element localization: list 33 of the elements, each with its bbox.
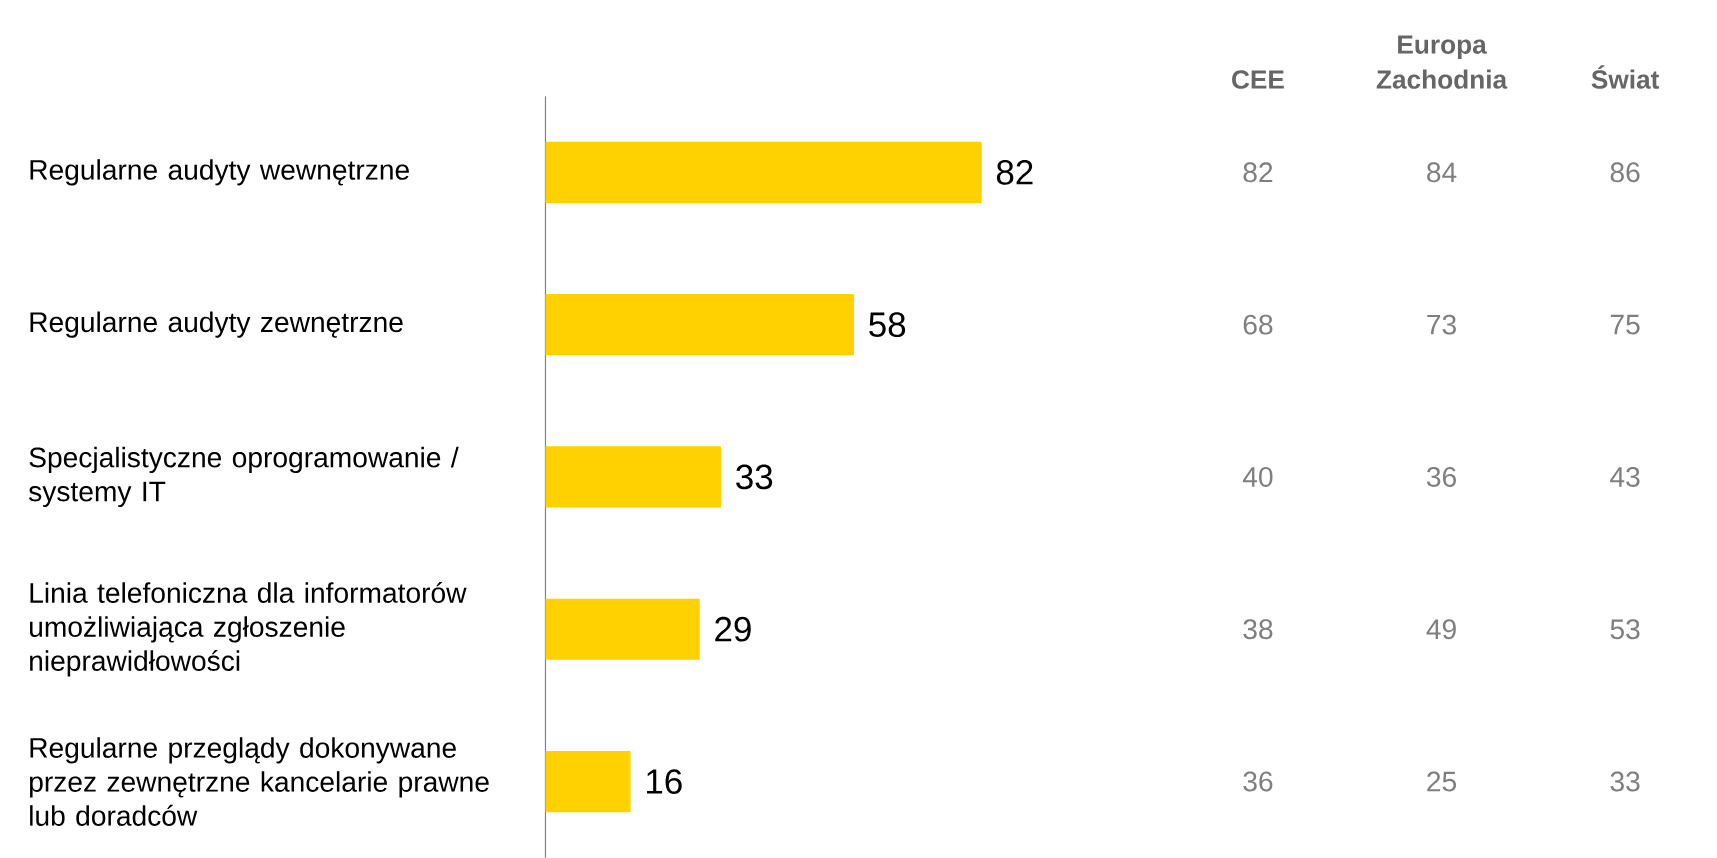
data-label: 58 xyxy=(869,312,906,337)
data-label: 40 xyxy=(1242,466,1273,487)
y-tick-label: Regularne audyty wewnętrzne xyxy=(30,159,409,186)
data-label: 75 xyxy=(1610,314,1640,335)
bar xyxy=(545,141,982,203)
bar xyxy=(545,446,721,508)
data-label: 86 xyxy=(1610,162,1640,183)
x-tick-label: Europa Zachodnia xyxy=(1376,35,1508,89)
data-label: 73 xyxy=(1427,314,1456,335)
data-label: 33 xyxy=(736,464,773,490)
y-tick-label: Linia telefoniczna dla informatorów umożliwiająca zgłoszenie nieprawidłowości xyxy=(30,581,467,677)
y-tick-label: Regularne audyty zewnętrzne xyxy=(30,311,403,338)
data-label: 38 xyxy=(1243,619,1273,640)
data-label: 68 xyxy=(1243,314,1273,335)
data-label: 53 xyxy=(1610,619,1640,640)
bar xyxy=(545,598,700,660)
data-label: 49 xyxy=(1426,619,1456,640)
y-tick-label: Specjalistyczne oprogramowanie / systemy IT xyxy=(28,446,459,507)
x-tick-label: CEE xyxy=(1232,70,1284,89)
data-label: 16 xyxy=(647,769,682,794)
data-label: 33 xyxy=(1610,771,1640,792)
data-label: 43 xyxy=(1610,466,1640,487)
data-label: 82 xyxy=(1243,162,1273,183)
bar xyxy=(545,750,631,813)
x-tick-label: Świat xyxy=(1591,65,1660,89)
data-label: 82 xyxy=(996,159,1033,185)
y-tick-label: Regularne przeglądy dokonywane przez zewnętrzne kancelarie prawne lub doradców xyxy=(30,737,489,826)
data-label: 25 xyxy=(1427,771,1457,792)
data-label: 36 xyxy=(1243,771,1273,792)
data-label: 36 xyxy=(1426,466,1456,487)
data-label: 84 xyxy=(1427,162,1457,183)
bar xyxy=(545,293,854,356)
data-label: 29 xyxy=(715,616,751,642)
